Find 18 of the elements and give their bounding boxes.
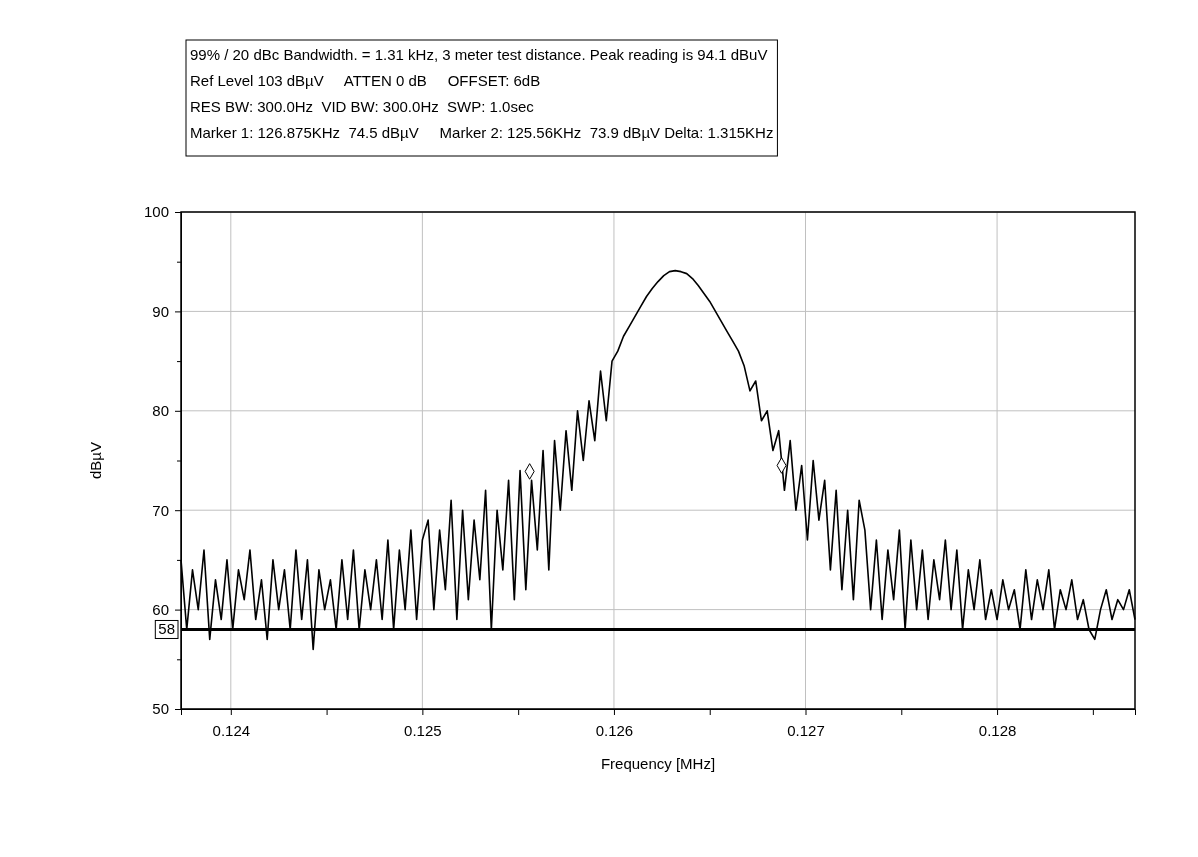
ref-line-label: 58 (158, 620, 175, 638)
y-tick-label: 50 (152, 700, 169, 718)
text: Ref Level 103 dBµV ATTEN 0 dB OFFSET: 6dB (190, 72, 541, 89)
x-tick-label: 0.125 (404, 721, 442, 739)
y-tick-label: 100 (143, 203, 169, 221)
y-tick-label: 70 (152, 501, 169, 519)
x-tick-label: 0.124 (212, 721, 251, 739)
y-tick-label: 80 (152, 402, 169, 420)
text: 99% / 20 dBc Bandwidth. = 1.31 kHz, 3 meter test distance. Peak reading is 94.1 dBuV (190, 46, 768, 63)
text: RES BW: 300.0Hz VID BW: 300.0Hz SWP: 1.0sec (190, 98, 535, 115)
y-tick-label: 90 (152, 302, 169, 320)
y-axis-title: dBµV (87, 442, 104, 479)
text: Marker 1: 126.875KHz 74.5 dBµV Marker 2: 125.56KHz 73.9 dBµV Delta: 1.315KHz (190, 124, 774, 141)
x-axis-title: Frequency [MHz] (600, 755, 716, 772)
y-tick-label: 60 (152, 600, 169, 618)
x-tick-label: 0.128 (978, 721, 1017, 739)
x-tick-label: 0.126 (595, 721, 634, 739)
x-tick-label: 0.127 (787, 721, 825, 739)
